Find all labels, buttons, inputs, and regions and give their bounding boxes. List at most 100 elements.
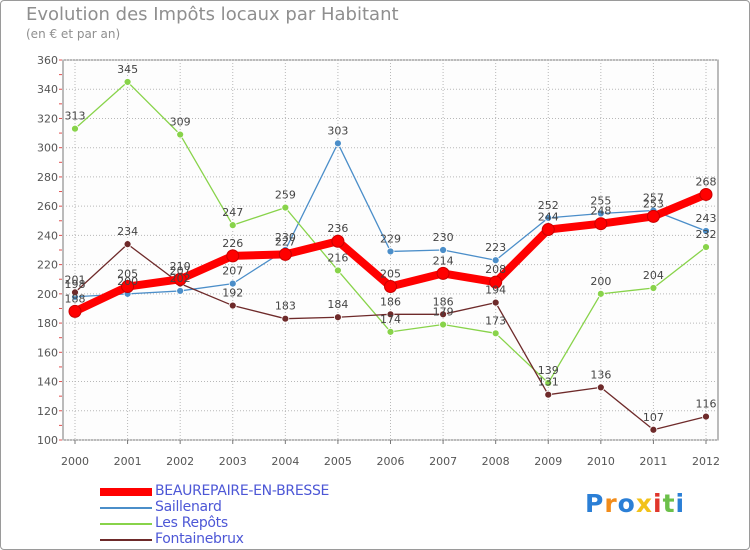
y-tick-label: 180 (37, 317, 58, 330)
data-label: 107 (643, 411, 664, 424)
data-label: 255 (590, 194, 611, 207)
legend-label: Saillenard (155, 499, 222, 515)
logo-letter: i (675, 489, 686, 518)
data-point (123, 78, 132, 86)
data-label: 253 (643, 197, 664, 210)
data-point (71, 288, 79, 297)
x-tick-label: 2007 (429, 455, 457, 468)
y-tick-label: 260 (37, 200, 58, 213)
data-point (334, 266, 342, 275)
legend-swatch (100, 539, 152, 541)
logo-letter: r (604, 489, 618, 518)
data-label: 205 (117, 268, 138, 281)
x-tick-label: 2004 (271, 455, 299, 468)
data-label: 243 (696, 212, 717, 225)
legend-label: Les Repôts (155, 515, 228, 531)
data-label: 230 (275, 231, 296, 244)
data-point (68, 304, 82, 318)
data-label: 116 (696, 398, 717, 411)
x-tick-label: 2003 (219, 455, 247, 468)
data-label: 174 (380, 313, 401, 326)
x-tick-label: 2009 (534, 455, 562, 468)
data-label: 227 (275, 235, 296, 248)
proxiti-logo: Proxiti (585, 489, 685, 518)
data-label: 303 (327, 124, 348, 137)
data-point (436, 266, 450, 280)
data-point (281, 314, 290, 323)
y-tick-label: 280 (37, 171, 58, 184)
y-tick-label: 340 (37, 83, 58, 96)
logo-letter: P (585, 489, 605, 518)
data-point (596, 209, 605, 218)
data-label: 207 (170, 265, 191, 278)
data-point (331, 234, 345, 248)
data-label: 232 (696, 228, 717, 241)
data-label: 179 (433, 306, 454, 319)
data-label: 252 (538, 199, 559, 212)
data-label: 200 (117, 275, 138, 288)
data-point (544, 379, 553, 387)
data-point (702, 243, 710, 251)
x-tick-label: 2008 (482, 455, 510, 468)
legend-swatch (100, 507, 152, 509)
data-label: 216 (327, 251, 348, 264)
data-point (228, 279, 237, 288)
data-point (594, 217, 608, 231)
data-point (544, 213, 553, 222)
logo-letter: o (617, 489, 636, 518)
data-label: 214 (433, 254, 454, 267)
data-label: 184 (327, 298, 348, 311)
data-point (491, 329, 500, 338)
x-tick-label: 2002 (166, 455, 194, 468)
logo-letter: x (635, 489, 653, 518)
data-label: 268 (696, 175, 717, 188)
data-point (439, 310, 447, 319)
data-label: 259 (275, 189, 296, 202)
data-label: 186 (380, 295, 401, 308)
logo-letter: t (662, 489, 676, 518)
data-label: 202 (170, 272, 191, 285)
x-tick-label: 2012 (692, 455, 720, 468)
data-point (491, 256, 500, 265)
x-tick-label: 2011 (639, 455, 667, 468)
y-tick-label: 300 (37, 142, 58, 155)
data-label: 208 (485, 263, 506, 276)
data-point (596, 289, 605, 298)
data-label: 173 (485, 314, 506, 327)
data-label: 229 (380, 232, 401, 245)
data-label: 345 (117, 63, 138, 76)
data-point (278, 247, 292, 261)
data-point (386, 327, 395, 336)
data-point (544, 390, 553, 399)
y-tick-label: 360 (37, 54, 58, 67)
data-label: 200 (590, 275, 611, 288)
legend-label: Fontainebrux (155, 531, 244, 547)
data-point (439, 246, 447, 254)
data-label: 230 (433, 231, 454, 244)
data-point (699, 187, 713, 201)
x-tick-label: 2005 (324, 455, 352, 468)
data-point (541, 223, 555, 237)
data-label: 207 (222, 265, 243, 278)
data-point (334, 313, 342, 322)
x-tick-label: 2001 (114, 455, 142, 468)
data-label: 186 (433, 295, 454, 308)
data-label: 204 (643, 269, 664, 282)
data-point (646, 209, 660, 223)
data-label: 226 (222, 237, 243, 250)
y-tick-label: 140 (37, 376, 58, 389)
data-point (228, 301, 237, 310)
legend-label: BEAUREPAIRE-EN-BRESSE (155, 483, 330, 499)
data-point (649, 284, 658, 292)
data-point (702, 227, 710, 235)
data-point (491, 298, 500, 307)
data-label: 248 (590, 205, 611, 218)
data-label: 210 (170, 260, 191, 273)
data-point (439, 320, 447, 329)
data-point (228, 221, 237, 230)
data-label: 198 (65, 278, 86, 291)
data-point (176, 130, 185, 139)
data-label: 183 (275, 300, 296, 313)
data-label: 247 (222, 206, 243, 219)
